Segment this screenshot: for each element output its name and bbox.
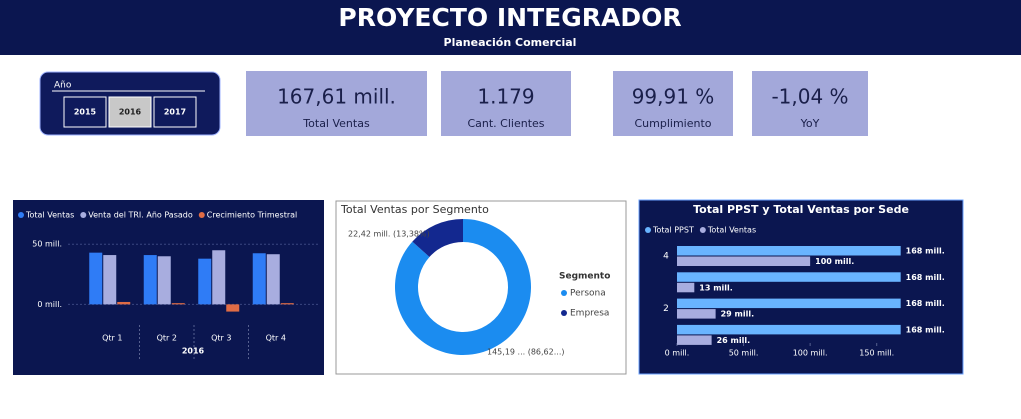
bar xyxy=(677,324,901,335)
kpi-label: Cant. Clientes xyxy=(467,117,544,130)
bar xyxy=(117,301,131,305)
donut-slice xyxy=(395,218,532,355)
bar xyxy=(280,303,294,305)
bar xyxy=(198,258,212,305)
data-label: 100 mill. xyxy=(815,257,854,266)
legend-swatch xyxy=(18,212,24,218)
x-tick-label: 0 mill. xyxy=(665,349,690,358)
bar xyxy=(226,304,240,312)
bar xyxy=(677,282,695,293)
legend-swatch xyxy=(561,310,567,316)
legend-label: Crecimiento Trimestral xyxy=(207,211,297,220)
chart-title: Total Ventas por Segmento xyxy=(340,203,489,216)
x-tick-label: Qtr 3 xyxy=(211,334,231,343)
kpi-card xyxy=(752,71,868,136)
data-label: 168 mill. xyxy=(906,273,945,282)
legend-swatch xyxy=(198,212,205,218)
x-group-label: 2016 xyxy=(182,347,205,356)
slicer-option[interactable] xyxy=(63,96,107,128)
bar xyxy=(252,253,266,305)
kpi-card xyxy=(613,71,733,136)
kpi-label: Total Ventas xyxy=(302,117,370,130)
y-tick-label: 2 xyxy=(663,304,669,314)
kpi-value: -1,04 % xyxy=(771,85,848,109)
data-label: 168 mill. xyxy=(906,247,945,256)
legend-label: Total Ventas xyxy=(25,211,74,220)
data-label: 168 mill. xyxy=(906,325,945,334)
bar xyxy=(89,252,103,305)
legend-label: Venta del TRI. Año Pasado xyxy=(88,211,193,220)
y-tick-label: 0 mill. xyxy=(37,300,62,309)
bar xyxy=(143,255,157,305)
legend-title: Segmento xyxy=(559,272,610,282)
bar xyxy=(677,246,901,256)
bar xyxy=(157,256,171,305)
legend-swatch xyxy=(645,227,651,233)
bar xyxy=(266,254,280,305)
y-tick-label: 4 xyxy=(663,252,669,262)
bar xyxy=(677,272,901,282)
legend-swatch xyxy=(561,290,567,296)
x-tick-label: 100 mill. xyxy=(793,349,828,358)
bar xyxy=(677,298,901,309)
bar xyxy=(212,250,226,305)
slicer-option-label: 2016 xyxy=(119,108,142,117)
data-label: 26 mill. xyxy=(717,336,751,345)
slicer-option-label: 2017 xyxy=(164,108,186,117)
legend-label: Total PPST xyxy=(652,226,694,235)
data-label: 13 mill. xyxy=(699,283,733,292)
slicer-option[interactable] xyxy=(108,96,152,128)
chart-title: Total PPST y Total Ventas por Sede xyxy=(693,203,909,216)
x-tick-label: Qtr 1 xyxy=(102,334,122,343)
x-tick-label: Qtr 4 xyxy=(266,334,286,343)
x-tick-label: 50 mill. xyxy=(729,349,759,358)
bar xyxy=(677,256,811,266)
x-tick-label: Qtr 2 xyxy=(157,334,177,343)
kpi-card xyxy=(441,71,571,136)
legend-label: Total Ventas xyxy=(707,226,756,235)
bar xyxy=(171,303,185,305)
data-label: 22,42 mill. (13,38%) xyxy=(348,230,430,239)
donut-slice xyxy=(412,219,463,257)
header-bar xyxy=(0,0,1021,55)
bar xyxy=(103,255,117,305)
legend-swatch xyxy=(699,227,706,233)
bar xyxy=(677,309,716,319)
kpi-value: 99,91 % xyxy=(632,85,715,109)
y-tick-label: 50 mill. xyxy=(32,240,62,249)
kpi-value: 1.179 xyxy=(477,85,534,109)
data-label: 145,19 ... (86,62...) xyxy=(487,348,564,357)
kpi-card xyxy=(246,71,427,136)
x-tick-label: 150 mill. xyxy=(859,349,894,358)
data-label: 168 mill. xyxy=(906,299,945,308)
slicer-label: Año xyxy=(54,81,72,91)
kpi-value: 167,61 mill. xyxy=(277,85,396,109)
kpi-label: Cumplimiento xyxy=(634,117,711,130)
slicer-option[interactable] xyxy=(153,96,197,128)
kpi-label: YoY xyxy=(800,117,820,130)
legend-swatch xyxy=(80,212,87,218)
data-label: 29 mill. xyxy=(721,310,755,319)
bar xyxy=(677,335,712,345)
legend-label: Persona xyxy=(570,289,606,299)
header-subtitle: Planeación Comercial xyxy=(444,36,577,49)
legend-label: Empresa xyxy=(570,309,609,319)
header-title: PROYECTO INTEGRADOR xyxy=(338,3,681,32)
slicer-option-label: 2015 xyxy=(74,108,97,117)
